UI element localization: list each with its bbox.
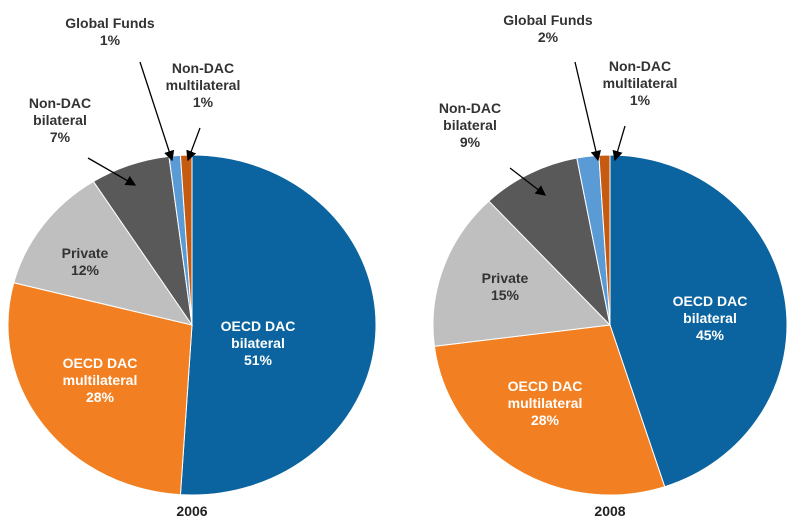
chart-title: 2008 [594, 503, 626, 519]
pie-slice [488, 157, 611, 327]
slice-value-label: 7% [49, 129, 71, 145]
slice-value-label: 1% [99, 32, 121, 48]
chart-title: 2006 [176, 503, 208, 519]
slice-label: Non-DAC multilateral [602, 58, 678, 91]
slice-value-label: 1% [629, 92, 651, 108]
slice-label: OECD DAC bilateral [672, 293, 748, 326]
slice-label: Global Funds [503, 12, 593, 28]
slice-value-label: 51% [243, 352, 273, 368]
slice-value-label: 1% [192, 94, 214, 110]
pie-slice [179, 154, 377, 496]
slice-label: OECD DAC multilateral [507, 378, 583, 411]
leader-arrow [509, 167, 547, 196]
slice-label: Private [61, 245, 109, 261]
slice-label: Non-DAC multilateral [165, 60, 241, 93]
pie-slice [13, 180, 194, 326]
slice-label: Global Funds [65, 15, 155, 31]
pie-slice [7, 282, 193, 496]
slice-value-label: 2% [537, 29, 559, 45]
pie-slice [433, 324, 666, 496]
slice-label: Non-DAC bilateral [438, 100, 502, 133]
slice-label: OECD DAC multilateral [62, 355, 138, 388]
leader-arrow [186, 127, 201, 162]
slice-value-label: 12% [70, 262, 100, 278]
pie-slice [432, 200, 612, 347]
leader-arrow [574, 61, 601, 162]
leader-arrow [612, 125, 626, 162]
leader-arrow [87, 157, 137, 186]
slice-value-label: 28% [530, 412, 560, 428]
slice-value-label: 28% [85, 389, 115, 405]
slice-value-label: 45% [695, 327, 725, 343]
slice-label: OECD DAC bilateral [220, 318, 296, 351]
pie-slice [609, 154, 788, 488]
slice-value-label: 9% [459, 134, 481, 150]
leader-arrow [139, 61, 175, 162]
slice-value-label: 15% [490, 287, 520, 303]
slice-label: Non-DAC bilateral [28, 95, 92, 128]
slice-label: Private [481, 270, 529, 286]
